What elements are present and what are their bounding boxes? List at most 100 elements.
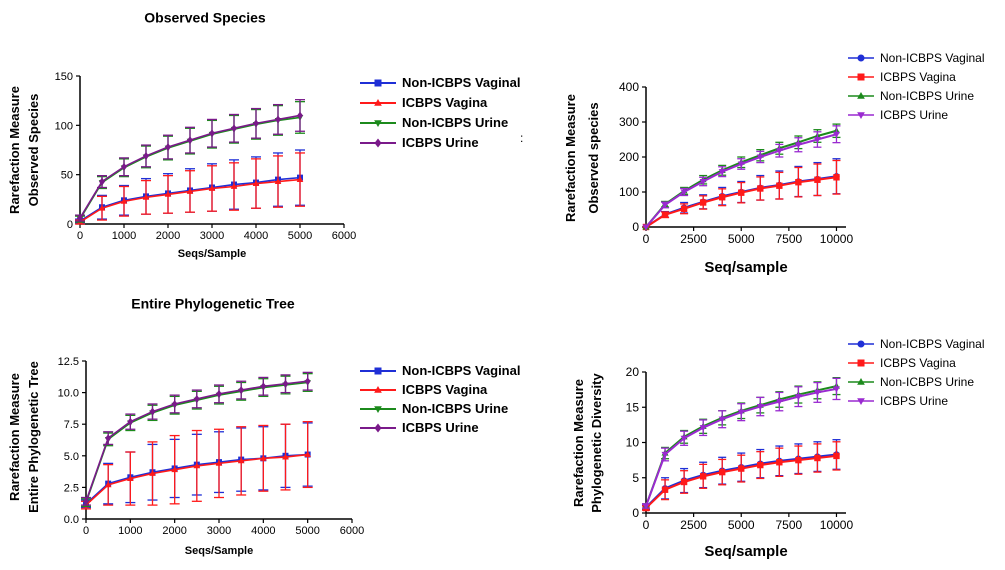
- y-tick-label: 300: [619, 115, 639, 129]
- data-point: [776, 182, 783, 189]
- legend: Non-ICBPS Vaginal ICBPS Vagina Non-ICBPS U…: [360, 75, 520, 150]
- data-point: [193, 395, 200, 403]
- legend-swatch-marker: [374, 79, 382, 87]
- y-tick-label: 200: [619, 150, 639, 164]
- legend-swatch-marker: [857, 112, 865, 120]
- y-tick-label: 5.0: [64, 451, 79, 463]
- legend-label: ICBPS Vagina: [402, 95, 488, 110]
- data-point: [186, 187, 194, 194]
- data-point: [699, 473, 707, 480]
- legend-item: ICBPS Urine: [360, 420, 479, 435]
- x-tick-label: 6000: [332, 230, 356, 242]
- legend-swatch-marker: [857, 377, 865, 385]
- legend-label: ICBPS Urine: [402, 135, 479, 150]
- legend-label: ICBPS Vagina: [402, 382, 488, 397]
- legend-label: ICBPS Urine: [402, 420, 479, 435]
- x-tick-label: 6000: [340, 525, 364, 537]
- y-tick-label: 7.5: [64, 419, 79, 431]
- data-point: [775, 399, 783, 406]
- x-tick-label: 2000: [162, 525, 186, 537]
- data-point: [99, 177, 105, 186]
- x-axis-label: Seqs/Sample: [185, 545, 253, 557]
- data-point: [775, 148, 783, 155]
- data-point: [215, 459, 223, 466]
- series-non-icbps-urine: [642, 123, 841, 230]
- data-point: [216, 389, 222, 398]
- legend-label: Non-ICBPS Vaginal: [402, 363, 520, 378]
- data-point: [832, 386, 840, 393]
- legend-item: Non-ICBPS Urine: [848, 89, 974, 103]
- data-point: [757, 461, 764, 469]
- data-point: [149, 470, 156, 476]
- x-tick-label: 2000: [156, 230, 180, 242]
- legend-swatch-marker: [374, 423, 382, 433]
- legend: Non-ICBPS Vaginal ICBPS Vagina Non-ICBPS U…: [848, 337, 985, 408]
- data-point: [127, 475, 134, 481]
- data-point: [230, 183, 238, 189]
- data-point: [253, 119, 259, 128]
- legend-swatch-marker: [857, 359, 865, 367]
- data-point: [661, 486, 669, 493]
- y-axis-label-line1: Rarefaction Measure: [7, 373, 22, 501]
- y-tick-label: 12.5: [58, 356, 79, 368]
- chart-panel-2: 0 2500 5000 7500 10000 0 100 200 300 400 Seq/sampl…: [563, 51, 985, 276]
- y-tick-label: 50: [61, 170, 73, 182]
- y-tick-label: 10: [626, 436, 640, 450]
- data-point: [661, 451, 669, 459]
- data-point: [275, 115, 281, 124]
- legend-swatch-marker: [857, 340, 865, 348]
- x-tick-label: 4000: [251, 525, 275, 537]
- data-point: [142, 193, 150, 200]
- series-icbps-urine: [642, 377, 841, 510]
- legend-label: ICBPS Vagina: [880, 356, 956, 370]
- y-axis-label-line2: Observed Species: [26, 94, 41, 207]
- legend-item: Non-ICBPS Urine: [360, 115, 508, 130]
- legend-swatch-marker: [374, 98, 382, 106]
- legend-label: Non-ICBPS Vaginal: [880, 51, 985, 65]
- y-tick-label: 0.0: [64, 514, 79, 526]
- y-tick-label: 100: [55, 120, 73, 132]
- legend-item: Non-ICBPS Urine: [848, 375, 974, 389]
- x-tick-label: 4000: [244, 230, 268, 242]
- y-tick-label: 400: [619, 80, 639, 94]
- data-point: [304, 377, 311, 386]
- x-tick-label: 5000: [728, 518, 755, 532]
- x-axis-label: Seq/sample: [704, 259, 787, 276]
- data-point: [238, 386, 245, 394]
- legend-swatch-marker: [857, 73, 865, 81]
- data-point: [680, 205, 688, 212]
- legend-item: ICBPS Vagina: [360, 382, 488, 397]
- legend-item: ICBPS Vagina: [848, 70, 956, 84]
- data-point: [274, 178, 282, 184]
- series-non-icbps-urine: [642, 376, 841, 509]
- data-point: [718, 194, 726, 201]
- y-tick-label: 5: [632, 471, 639, 485]
- legend-label: Non-ICBPS Urine: [880, 89, 974, 103]
- legend-label: ICBPS Urine: [880, 108, 948, 122]
- legend-item: ICBPS Urine: [360, 135, 479, 150]
- x-tick-label: 2500: [680, 232, 707, 246]
- legend-swatch-marker: [857, 398, 865, 406]
- x-tick-label: 3000: [200, 230, 224, 242]
- chart-title: Entire Phylogenetic Tree: [131, 295, 295, 311]
- data-point: [680, 478, 688, 486]
- data-point: [252, 180, 260, 186]
- data-point: [83, 497, 89, 506]
- chart-panel-4: 0 2500 5000 7500 10000 0 5 10 15 20 Seq/sample Rare…: [571, 337, 985, 560]
- x-tick-label: 5000: [728, 232, 755, 246]
- legend-item: ICBPS Vagina: [360, 95, 488, 110]
- y-axis-label-line1: Rarefaction Measure: [7, 86, 22, 214]
- legend-item: Non-ICBPS Vaginal: [360, 75, 520, 90]
- x-tick-label: 0: [643, 518, 650, 532]
- data-point: [260, 382, 267, 391]
- x-tick-label: 7500: [776, 518, 803, 532]
- legend-label: Non-ICBPS Urine: [402, 115, 508, 130]
- data-point: [171, 400, 178, 408]
- legend-swatch-marker: [857, 54, 865, 62]
- data-point: [149, 407, 156, 416]
- y-axis-label-line2: Observed species: [586, 102, 601, 213]
- legend-item: ICBPS Urine: [848, 108, 948, 122]
- data-point: [642, 224, 650, 231]
- data-point: [794, 142, 802, 149]
